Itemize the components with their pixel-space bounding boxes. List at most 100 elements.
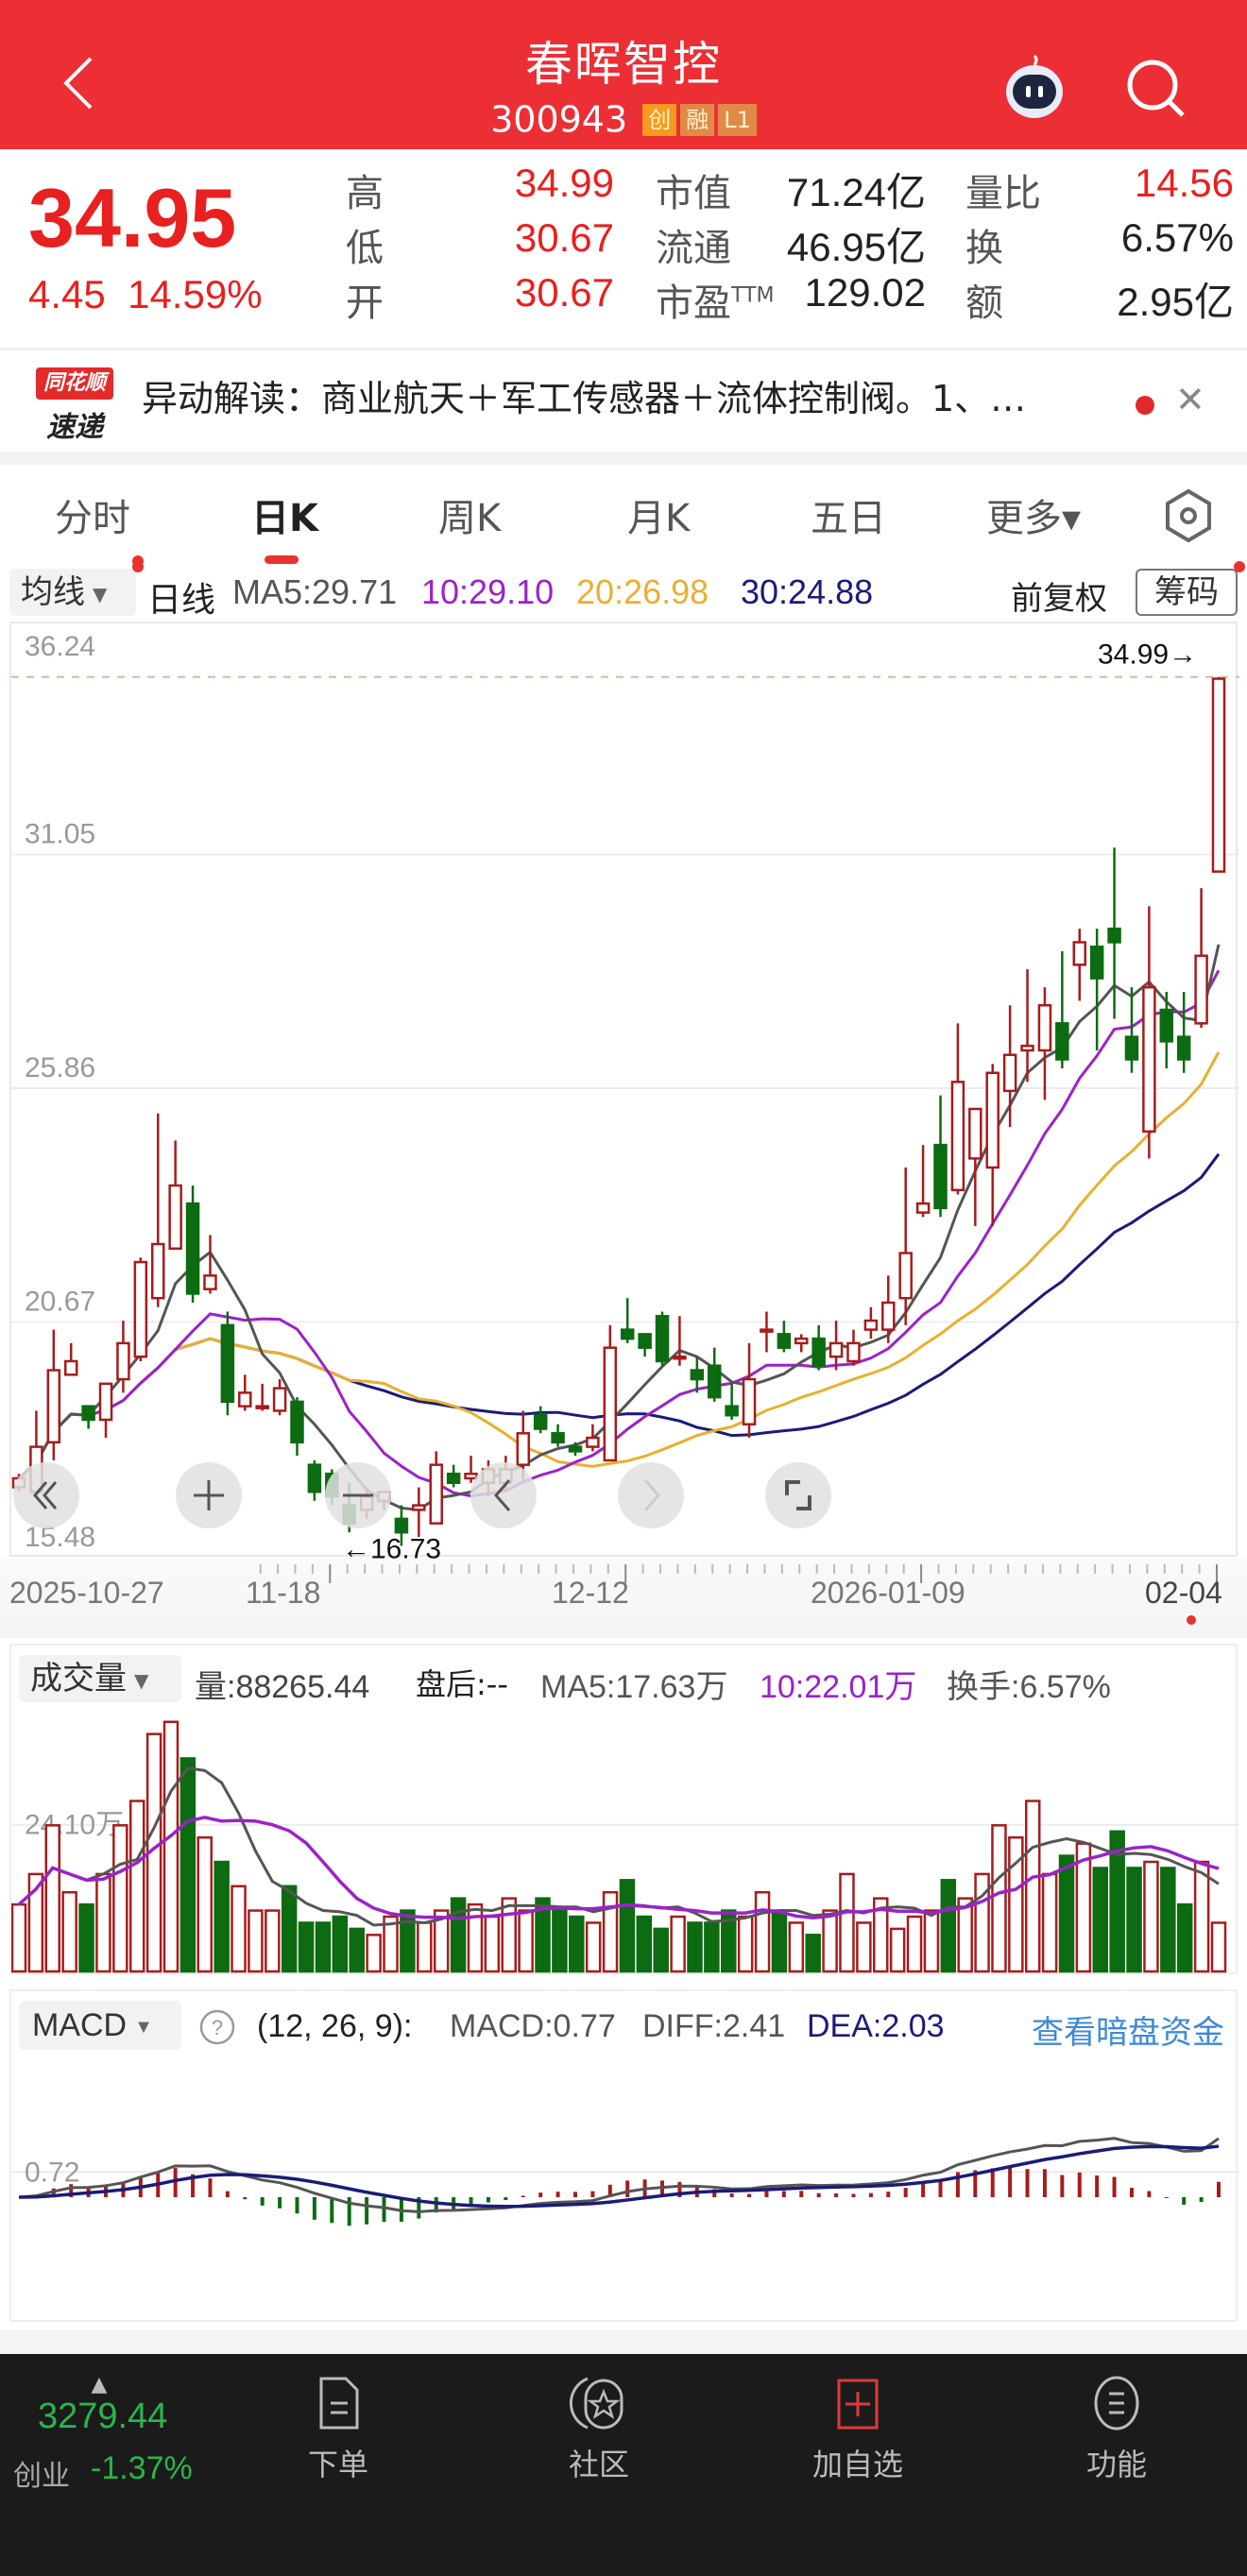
adjust-mode[interactable]: 前复权 — [1011, 572, 1107, 619]
stat-value-amount: 2.95亿 — [1058, 270, 1234, 328]
period-label: 日线 — [147, 572, 215, 622]
logo-bottom-text: 速递 — [36, 403, 113, 445]
document-icon — [308, 2373, 368, 2433]
macd-selector-label: MACD — [32, 2007, 127, 2043]
nav-community-label: 社区 — [569, 2447, 629, 2482]
nav-add-watchlist[interactable]: 加自选 — [792, 2373, 924, 2484]
news-ticker[interactable]: 同花顺 速递 异动解读：商业航天＋军工传感器＋流体控制阀。1、… ✕ — [0, 348, 1247, 452]
tab-monthly-k[interactable]: 月K — [627, 487, 690, 542]
zoom-in-button[interactable] — [176, 1462, 242, 1528]
dark-pool-funds-link[interactable]: 查看暗盘资金 — [1032, 2006, 1224, 2053]
date-label: 02-04 — [1145, 1576, 1222, 1611]
stat-label-mktcap: 市值 — [656, 162, 731, 217]
volume-selector-label: 成交量 — [30, 1660, 127, 1697]
pe-label: 市盈 — [656, 281, 731, 325]
tag-l1: L1 — [718, 104, 757, 136]
kline-chart[interactable]: 36.2431.0525.8620.6715.4834.99→←16.73 — [9, 622, 1238, 1557]
latest-date-dot — [1187, 1615, 1196, 1625]
vol-ma10: 10:22.01万 — [760, 1661, 916, 1707]
chevron-right-icon — [632, 1476, 670, 1514]
index-value: 3279.44 — [38, 2397, 161, 2437]
date-label: 2026-01-09 — [811, 1576, 965, 1611]
stat-value-mktcap: 71.24亿 — [746, 161, 926, 218]
period-tabs: 分时 日K 周K 月K 五日 更多▾ — [0, 465, 1247, 563]
svg-text:?: ? — [212, 2016, 223, 2039]
plus-icon — [190, 1476, 228, 1514]
stat-label-volratio: 量比 — [965, 162, 1041, 217]
notification-dot — [132, 561, 144, 572]
svg-text:20.67: 20.67 — [25, 1287, 95, 1318]
minus-icon — [339, 1476, 377, 1514]
zoom-out-button[interactable] — [325, 1462, 391, 1528]
notification-dot — [1234, 561, 1245, 572]
search-icon[interactable] — [1122, 55, 1188, 121]
change-amount: 4.45 — [28, 272, 106, 316]
close-icon[interactable]: ✕ — [1175, 379, 1205, 420]
logo-top-text: 同花顺 — [36, 367, 113, 400]
nav-functions[interactable]: 功能 — [1051, 2373, 1183, 2484]
add-watchlist-icon — [828, 2373, 888, 2433]
tab-weekly-k[interactable]: 周K — [438, 487, 501, 542]
stock-code: 300943 — [490, 99, 627, 141]
caret-down-icon: ▼ — [134, 2017, 153, 2038]
svg-text:34.99→: 34.99→ — [1098, 640, 1197, 671]
tonghuashun-express-logo: 同花顺 速递 — [36, 367, 113, 443]
settings-hexagon-icon[interactable] — [1162, 487, 1215, 544]
stat-label-high: 高 — [346, 162, 384, 217]
date-label: 11-18 — [246, 1576, 320, 1611]
news-text[interactable]: 异动解读：商业航天＋军工传感器＋流体控制阀。1、… — [142, 369, 1026, 421]
active-tab-indicator — [265, 555, 299, 564]
nav-order-label: 下单 — [308, 2447, 368, 2482]
stat-value-low: 30.67 — [472, 215, 614, 261]
scroll-right-button[interactable] — [618, 1462, 684, 1528]
indicator-selector-volume[interactable]: 成交量 ▼ — [19, 1655, 181, 1702]
tab-daily-k[interactable]: 日K — [251, 487, 318, 542]
indicator-selector-ma[interactable]: 均线▼ — [9, 569, 136, 616]
ai-robot-icon[interactable] — [999, 52, 1069, 122]
ma10-value: 10:29.10 — [421, 572, 554, 612]
chips-button[interactable]: 筹码 — [1136, 569, 1238, 616]
tab-more[interactable]: 更多▾ — [986, 487, 1081, 542]
stat-value-high: 34.99 — [472, 161, 614, 206]
community-star-icon — [569, 2373, 629, 2433]
svg-text:←16.73: ←16.73 — [342, 1533, 441, 1559]
menu-circle-icon — [1086, 2373, 1147, 2433]
svg-text:31.05: 31.05 — [25, 819, 95, 850]
stat-value-open: 30.67 — [472, 270, 614, 316]
scroll-left-button[interactable] — [470, 1462, 537, 1528]
triangle-up-icon: ▲ — [38, 2373, 161, 2397]
fullscreen-icon — [779, 1476, 817, 1514]
svg-text:0.72: 0.72 — [25, 2157, 79, 2188]
nav-community[interactable]: 社区 — [533, 2373, 665, 2484]
stat-value-volratio: 14.56 — [1058, 161, 1234, 206]
help-icon[interactable]: ? — [198, 2008, 236, 2046]
tab-five-day[interactable]: 五日 — [811, 487, 886, 542]
fullscreen-button[interactable] — [765, 1462, 831, 1528]
nav-add-watchlist-label: 加自选 — [812, 2447, 903, 2482]
stat-label-open: 开 — [346, 272, 384, 327]
quote-panel: 34.95 4.45 14.59% 高 低 开 34.99 30.67 30.6… — [0, 149, 1247, 348]
svg-text:24.10万: 24.10万 — [25, 1810, 124, 1841]
dea-value: DEA:2.03 — [807, 2008, 945, 2045]
nav-functions-label: 功能 — [1086, 2447, 1147, 2482]
caret-down-icon: ▼ — [134, 1669, 148, 1692]
ma30-value: 30:24.88 — [741, 572, 873, 612]
fast-back-button[interactable] — [13, 1462, 79, 1528]
index-name: 创业 — [13, 2452, 70, 2494]
change-percent: 14.59% — [128, 272, 262, 316]
macd-value: MACD:0.77 — [450, 2008, 616, 2045]
stat-label-turnover: 换 — [965, 217, 1003, 272]
price-change: 4.45 14.59% — [28, 272, 263, 317]
divider — [0, 452, 1247, 465]
nav-order[interactable]: 下单 — [272, 2373, 404, 2484]
current-price: 34.95 — [28, 170, 236, 266]
indicator-selector-macd[interactable]: MACD ▼ — [19, 2001, 181, 2050]
divider — [0, 2329, 1247, 2354]
after-hours: 盘后:-- — [416, 1661, 508, 1704]
date-label: 2025-10-27 — [9, 1576, 164, 1611]
bottom-nav: ▲ 3279.44 创业 -1.37% 下单 社区 加自选 功能 — [0, 2354, 1247, 2576]
tab-intraday[interactable]: 分时 — [55, 487, 130, 542]
index-widget[interactable]: ▲ 3279.44 — [38, 2373, 161, 2437]
ma-selector-label: 均线 — [21, 573, 85, 611]
svg-text:25.86: 25.86 — [25, 1052, 95, 1083]
